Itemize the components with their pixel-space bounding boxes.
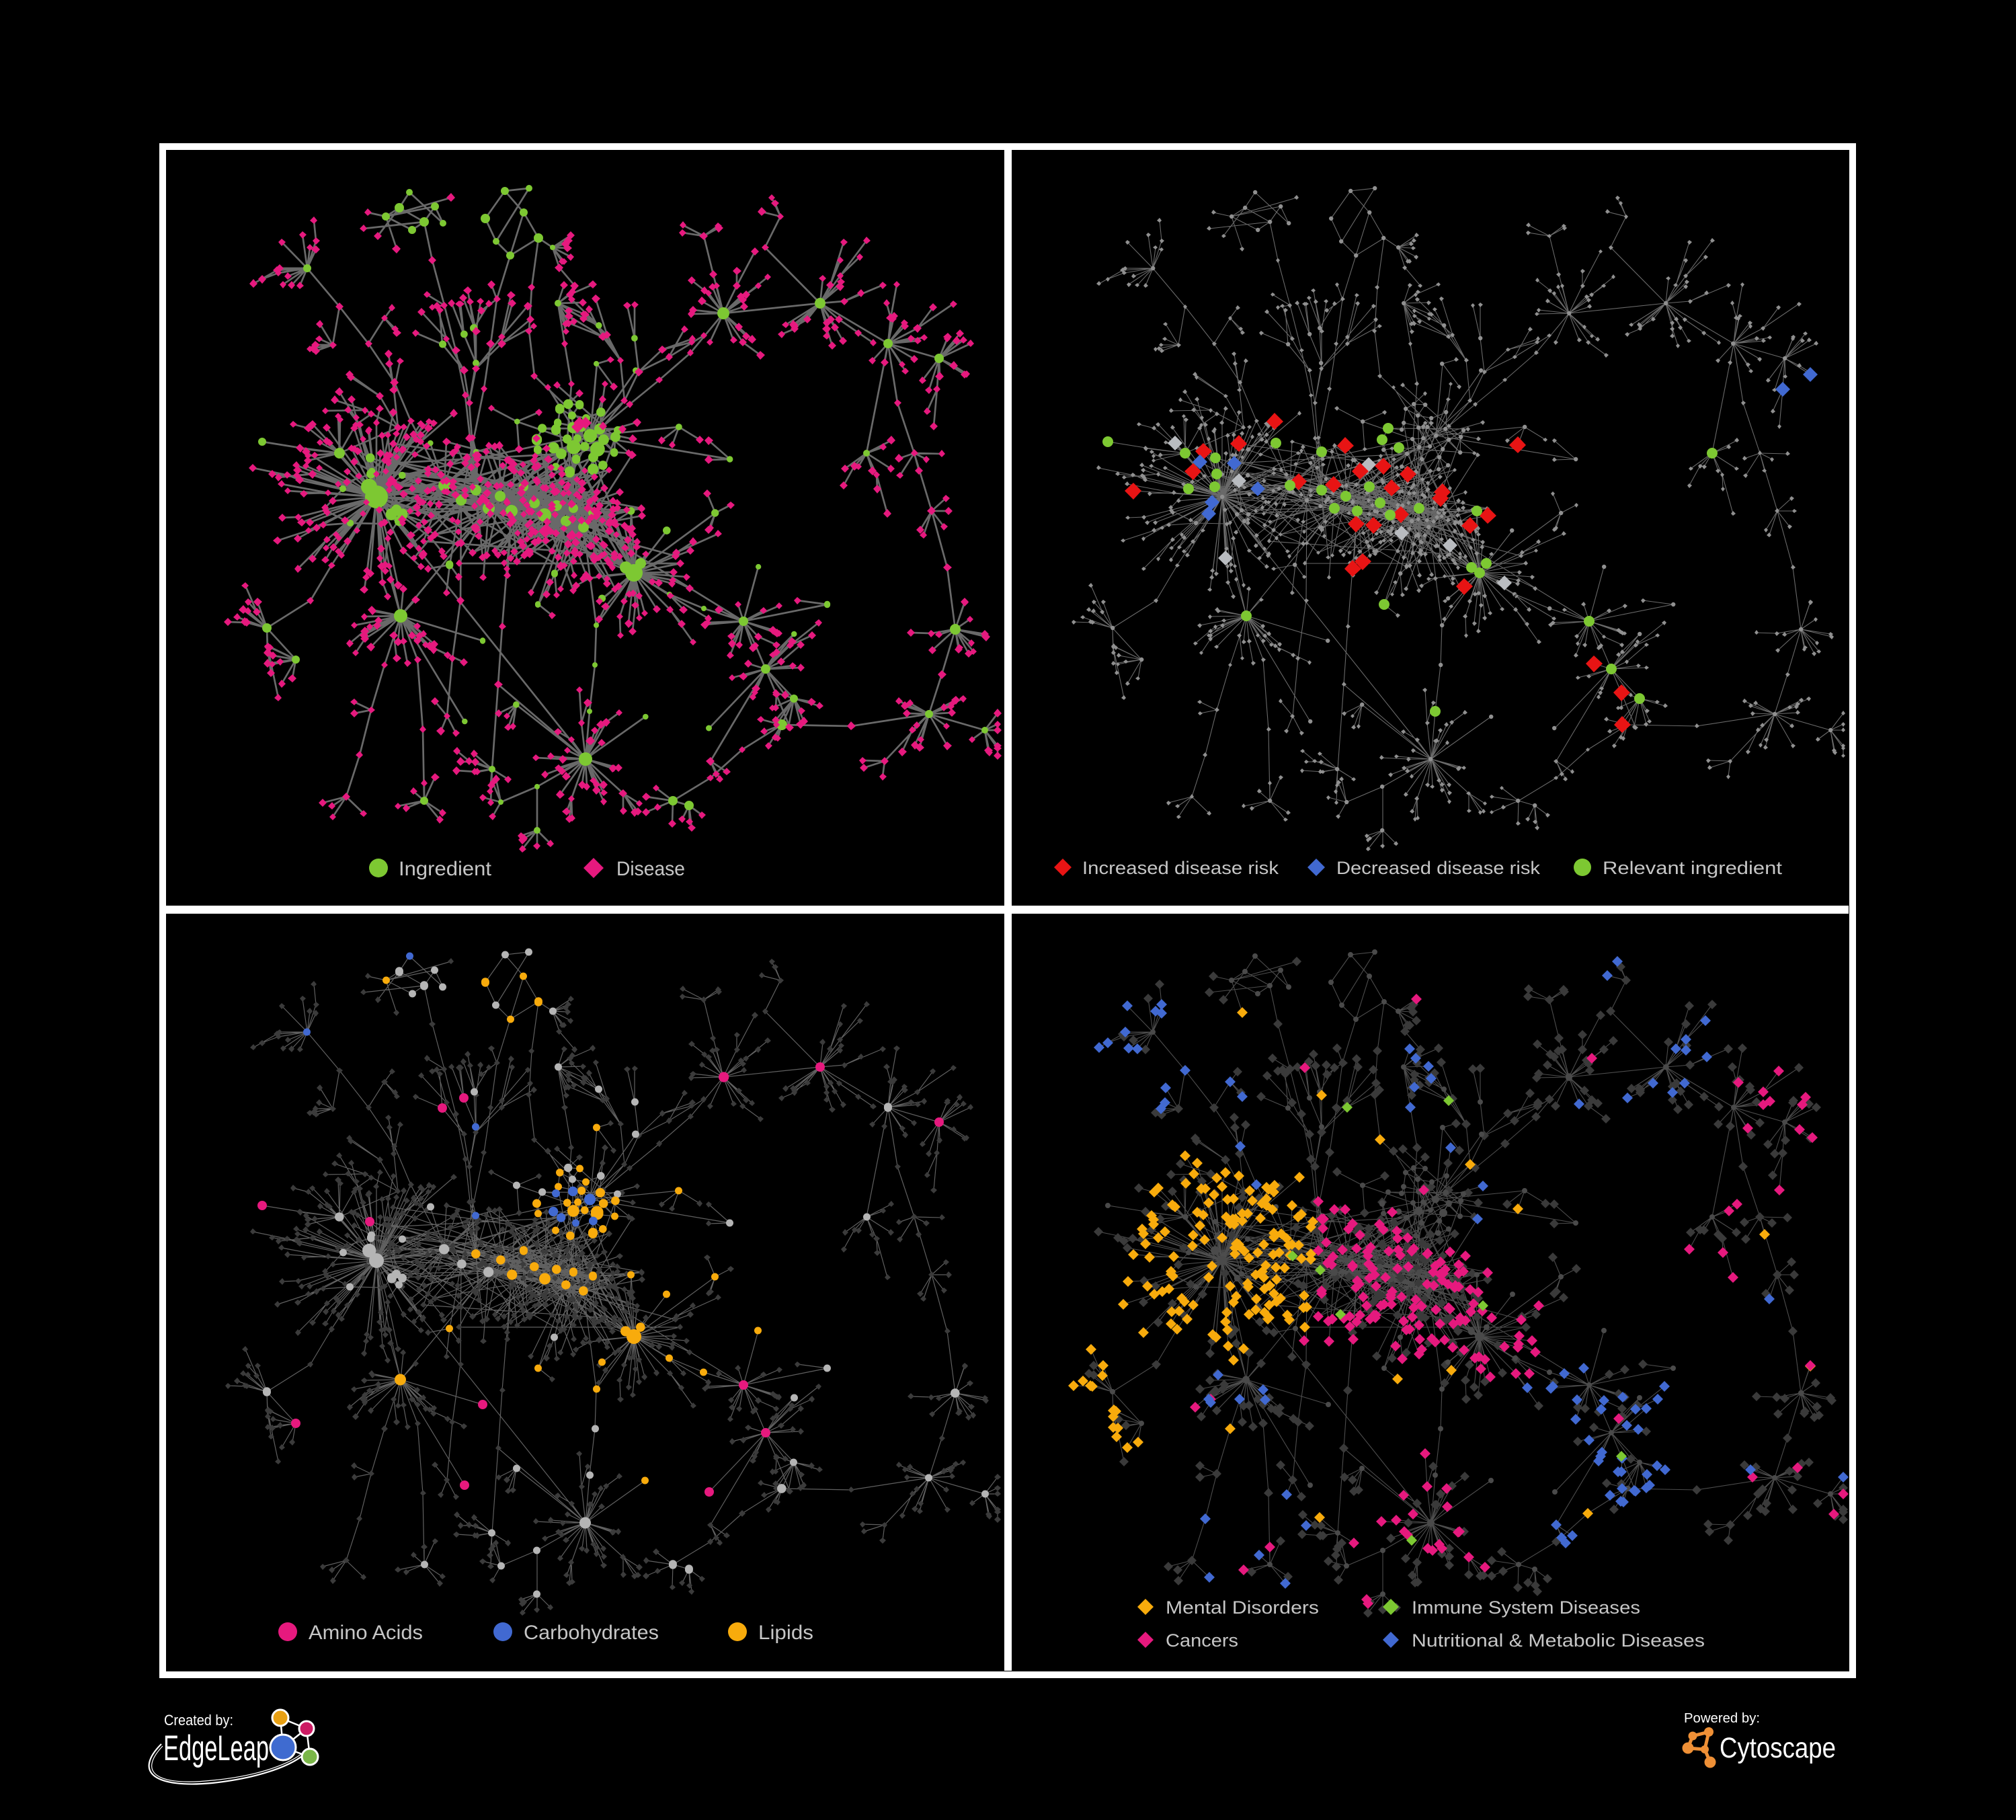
svg-text:Created by:: Created by: — [164, 1712, 233, 1729]
svg-text:Ingredient: Ingredient — [399, 858, 492, 880]
svg-text:Powered by:: Powered by: — [1684, 1711, 1760, 1726]
svg-text:Nutritional & Metabolic Diseas: Nutritional & Metabolic Diseases — [1412, 1630, 1705, 1651]
svg-text:Cancers: Cancers — [1166, 1630, 1238, 1651]
svg-text:Decreased disease risk: Decreased disease risk — [1336, 858, 1541, 878]
svg-text:Immune System Diseases: Immune System Diseases — [1412, 1597, 1640, 1618]
svg-text:EdgeLeap: EdgeLeap — [163, 1729, 269, 1768]
svg-text:Amino Acids: Amino Acids — [309, 1622, 423, 1644]
svg-text:Relevant ingredient: Relevant ingredient — [1603, 858, 1783, 878]
svg-text:Increased disease risk: Increased disease risk — [1082, 858, 1279, 878]
svg-text:Mental Disorders: Mental Disorders — [1166, 1597, 1319, 1618]
svg-text:Carbohydrates: Carbohydrates — [524, 1622, 659, 1644]
svg-text:Cytoscape: Cytoscape — [1720, 1732, 1836, 1764]
svg-text:Lipids: Lipids — [758, 1622, 813, 1644]
svg-text:Disease: Disease — [616, 858, 685, 880]
